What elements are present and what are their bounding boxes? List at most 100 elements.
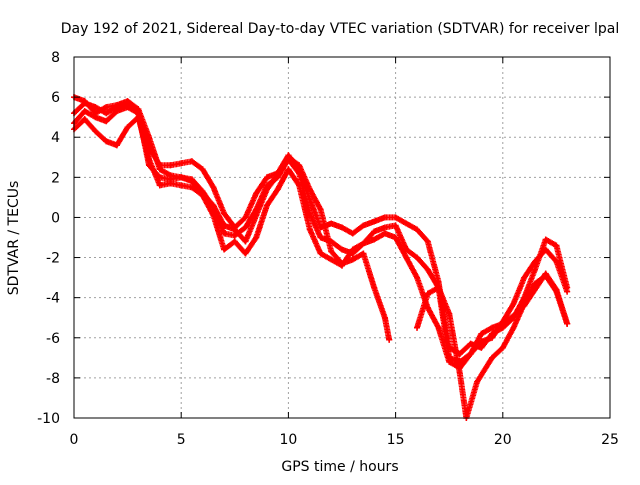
- y-tick-label: 6: [51, 90, 60, 106]
- data-point: [360, 222, 367, 229]
- data-point: [221, 210, 228, 217]
- data-point: [435, 284, 442, 291]
- x-tick-label: 0: [70, 432, 79, 448]
- series-track-d: [71, 94, 393, 343]
- data-point: [564, 320, 571, 327]
- data-point: [381, 224, 388, 231]
- data-point: [103, 104, 110, 111]
- data-series: [71, 94, 571, 421]
- data-point: [339, 224, 345, 231]
- data-point: [339, 260, 345, 267]
- data-point: [167, 162, 174, 169]
- data-point: [392, 222, 399, 229]
- data-point: [435, 324, 442, 331]
- data-point: [392, 234, 399, 241]
- data-point: [424, 290, 431, 297]
- data-point: [328, 256, 335, 263]
- data-point: [381, 314, 388, 321]
- data-point: [199, 166, 206, 173]
- data-point: [424, 238, 431, 245]
- data-point: [231, 238, 238, 245]
- tick-labels: 0 5 10 15 20 25 -10 -8 -6 -4 -2 0 2 4 6 8: [37, 50, 619, 448]
- data-point: [124, 104, 131, 111]
- data-point: [188, 178, 195, 185]
- data-point: [113, 108, 120, 115]
- data-point: [499, 320, 506, 327]
- data-point: [253, 212, 260, 219]
- data-point: [542, 246, 549, 253]
- data-point: [103, 138, 110, 145]
- data-point: [92, 110, 99, 117]
- data-point: [296, 162, 303, 169]
- data-point: [349, 246, 356, 253]
- data-point: [274, 186, 281, 193]
- data-point: [210, 202, 217, 209]
- data-point: [542, 236, 549, 243]
- data-point: [253, 234, 260, 241]
- data-point: [349, 256, 356, 263]
- data-point: [510, 300, 517, 307]
- data-point: [489, 334, 496, 341]
- data-point: [221, 246, 228, 253]
- data-point: [328, 220, 335, 227]
- data-point: [414, 274, 421, 281]
- data-point: [285, 154, 292, 161]
- y-tick-label: 8: [51, 50, 60, 66]
- data-point: [274, 172, 281, 179]
- data-point: [156, 182, 163, 189]
- data-point: [135, 106, 142, 113]
- data-point: [167, 172, 174, 179]
- data-point: [221, 230, 228, 237]
- data-point: [103, 118, 110, 125]
- data-point: [199, 190, 206, 197]
- data-point: [81, 116, 88, 123]
- y-tick-label: -4: [46, 291, 60, 307]
- data-point: [146, 134, 153, 141]
- y-tick-label: 0: [51, 210, 60, 226]
- data-point: [360, 250, 367, 257]
- data-point: [188, 158, 195, 165]
- data-point: [306, 226, 313, 233]
- data-point: [231, 226, 238, 233]
- data-point: [467, 340, 474, 347]
- chart-title: Day 192 of 2021, Sidereal Day-to-day VTE…: [61, 21, 619, 37]
- data-point: [263, 186, 270, 193]
- data-point: [178, 182, 185, 189]
- data-point: [124, 124, 131, 131]
- data-point: [317, 250, 324, 257]
- data-point: [210, 184, 217, 191]
- data-point: [531, 280, 538, 287]
- y-tick-label: -10: [37, 411, 60, 427]
- data-point: [489, 354, 496, 361]
- data-point: [371, 284, 378, 291]
- plot-frame: [73, 56, 611, 419]
- data-point: [371, 236, 378, 243]
- data-point: [328, 248, 335, 255]
- data-point: [424, 304, 431, 311]
- data-point: [446, 358, 453, 365]
- data-point: [414, 254, 421, 261]
- data-point: [403, 220, 410, 227]
- data-point: [103, 110, 110, 117]
- data-point: [381, 230, 388, 237]
- data-point: [242, 250, 249, 257]
- data-point: [124, 98, 131, 105]
- data-point: [167, 180, 174, 187]
- x-tick-label: 15: [387, 432, 405, 448]
- data-point: [263, 202, 270, 209]
- data-point: [510, 312, 517, 319]
- y-tick-label: 4: [51, 130, 60, 146]
- data-point: [510, 324, 517, 331]
- y-tick-label: 2: [51, 170, 60, 186]
- data-point: [242, 214, 249, 221]
- data-point: [253, 190, 260, 197]
- data-point: [339, 246, 345, 253]
- axis-ticks: [73, 56, 611, 419]
- x-tick-label: 20: [494, 432, 512, 448]
- data-point: [221, 222, 228, 229]
- data-point: [392, 214, 399, 221]
- data-point: [178, 160, 185, 167]
- data-point: [489, 324, 496, 331]
